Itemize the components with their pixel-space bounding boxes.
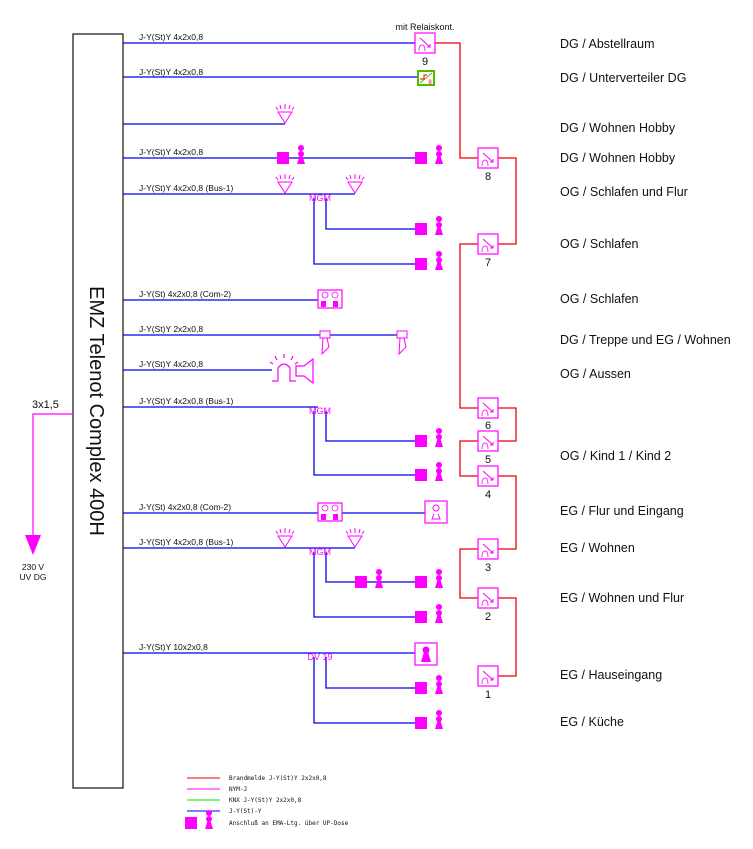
cable-label: J-Y(St)Y 4x2x0,8 <box>139 359 203 369</box>
legend-label: Brandmelde J-Y(St)Y 2x2x0,8 <box>229 775 327 782</box>
up-dose-icon <box>415 710 443 729</box>
cable-label: J-Y(St)Y 4x2x0,8 <box>139 147 203 157</box>
call-point-number: 5 <box>485 454 491 466</box>
manual-call-point-icon[interactable] <box>477 665 499 687</box>
up-dose-icon <box>415 216 443 235</box>
motion-detector-icon <box>396 330 408 355</box>
room-label: DG / Abstellraum <box>560 37 654 51</box>
room-label: EG / Wohnen und Flur <box>560 591 684 605</box>
relay-note: mit Relaiskont. <box>395 22 454 32</box>
panel-title: EMZ Telenot Complex 400H <box>85 286 107 536</box>
room-label: OG / Kind 1 / Kind 2 <box>560 449 671 463</box>
knx-number: 8 <box>428 80 432 86</box>
manual-call-point-icon[interactable] <box>477 430 499 452</box>
cable-label: J-Y(St)Y 4x2x0,8 (Bus-1) <box>139 537 233 547</box>
siren-flash-icon <box>269 354 314 385</box>
knx-interface-icon <box>417 70 435 86</box>
up-dose-icon <box>415 145 443 164</box>
cable-label: J-Y(St)Y 2x2x0,8 <box>139 324 203 334</box>
call-point-number: 1 <box>485 689 491 701</box>
call-point-number: 9 <box>422 56 428 68</box>
room-label: OG / Schlafen <box>560 237 639 251</box>
legend-label: NYM-J <box>229 786 247 793</box>
legend: Brandmelde J-Y(St)Y 2x2x0,8 NYM-J KNX J-… <box>185 775 349 829</box>
up-dose-icon <box>185 810 213 829</box>
cable-label: J-Y(St) 4x2x0,8 (Com-2) <box>139 502 231 512</box>
legend-label: KNX J-Y(St)Y 2x2x0,8 <box>229 797 302 804</box>
room-label: DG / Treppe und EG / Wohnen <box>560 333 731 347</box>
legend-label: J-Y(St)-Y <box>229 808 262 815</box>
mgm-module-label: MGM <box>309 193 331 203</box>
manual-call-point-icon[interactable] <box>477 465 499 487</box>
cable-label: J-Y(St)Y 4x2x0,8 <box>139 67 203 77</box>
room-labels: DG / Abstellraum DG / Unterverteiler DG … <box>560 37 731 729</box>
supply-voltage: 230 V <box>22 562 45 572</box>
up-dose-icon <box>355 569 383 588</box>
manual-call-point-icon[interactable] <box>477 538 499 560</box>
door-station-icon <box>414 642 438 666</box>
motion-detector-icon <box>319 330 331 355</box>
up-dose-icon <box>415 462 443 481</box>
call-point-number: 4 <box>485 489 491 501</box>
mgm-module-label: MGM <box>309 547 331 557</box>
alarm-panel <box>72 33 124 789</box>
room-label: DG / Wohnen Hobby <box>560 151 676 165</box>
call-point-number: 6 <box>485 420 491 432</box>
arrow-down-icon <box>25 535 41 555</box>
cable-label: J-Y(St)Y 4x2x0,8 (Bus-1) <box>139 183 233 193</box>
key-switch-icon <box>424 500 448 524</box>
manual-call-point-icon[interactable] <box>477 587 499 609</box>
fire-alarm-loop <box>435 42 517 677</box>
cable-label: J-Y(St)Y 4x2x0,8 <box>139 32 203 42</box>
supply-cable-label: 3x1,5 <box>32 399 59 411</box>
up-dose-icon <box>415 251 443 270</box>
smoke-detector-icon <box>345 527 365 548</box>
cable-label: J-Y(St)Y 4x2x0,8 (Bus-1) <box>139 396 233 406</box>
cable-label: J-Y(St) 4x2x0,8 (Com-2) <box>139 289 231 299</box>
up-dose-icon <box>415 569 443 588</box>
up-dose-icon <box>415 675 443 694</box>
room-label: DG / Wohnen Hobby <box>560 121 676 135</box>
smoke-detector-icon <box>275 173 295 194</box>
call-point-number: 8 <box>485 171 491 183</box>
manual-call-point-icon[interactable] <box>414 32 436 54</box>
call-point-number: 3 <box>485 562 491 574</box>
call-point-number: 2 <box>485 611 491 623</box>
room-label: OG / Aussen <box>560 367 631 381</box>
mgm-module-label: MGM <box>309 406 331 416</box>
keypad-icon <box>317 289 343 309</box>
smoke-detector-icon <box>275 527 295 548</box>
room-label: EG / Flur und Eingang <box>560 504 684 518</box>
manual-call-point-icon[interactable] <box>477 233 499 255</box>
keypad-icon <box>317 502 343 522</box>
room-label: EG / Wohnen <box>560 541 635 555</box>
up-dose-icon <box>415 428 443 447</box>
supply-source: UV DG <box>20 572 47 582</box>
smoke-detector-icon <box>345 173 365 194</box>
up-dose-icon <box>415 604 443 623</box>
room-label: EG / Küche <box>560 715 624 729</box>
room-label: EG / Hauseingang <box>560 668 662 682</box>
manual-call-point-icon[interactable] <box>477 147 499 169</box>
cable-label: J-Y(St)Y 10x2x0,8 <box>139 642 208 652</box>
dv-module-label: DV 19 <box>307 652 332 662</box>
room-label: OG / Schlafen <box>560 292 639 306</box>
up-dose-icon <box>277 145 305 164</box>
manual-call-point-icon[interactable] <box>477 397 499 419</box>
room-label: DG / Unterverteiler DG <box>560 71 686 85</box>
smoke-detector-icon <box>275 103 295 124</box>
legend-label: Anschluß an EMA-Ltg. über UP-Dose <box>229 820 349 827</box>
blue-cables <box>123 42 425 724</box>
supply-line <box>32 413 73 540</box>
call-point-number: 7 <box>485 257 491 269</box>
room-label: OG / Schlafen und Flur <box>560 185 688 199</box>
